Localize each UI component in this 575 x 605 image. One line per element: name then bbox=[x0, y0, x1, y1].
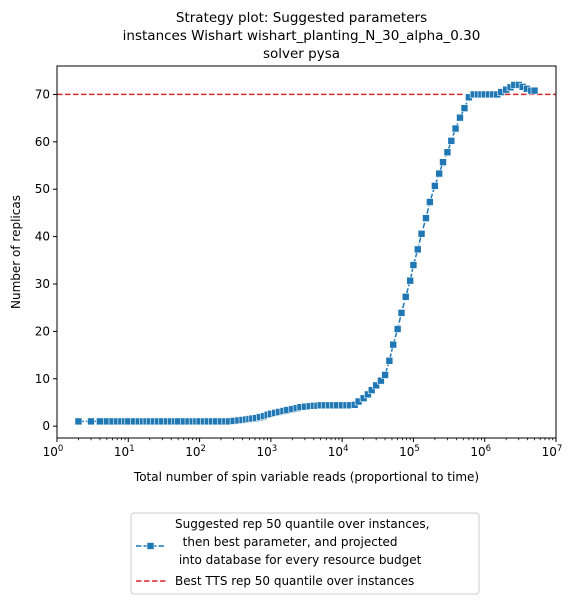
y-tick-label: 20 bbox=[35, 324, 50, 338]
legend-reference-label: Best TTS rep 50 quantile over instances bbox=[175, 574, 414, 588]
y-tick-label: 60 bbox=[35, 135, 50, 149]
y-tick-label: 30 bbox=[35, 277, 50, 291]
legend: Suggested rep 50 quantile over instances… bbox=[130, 512, 480, 595]
y-tick-label: 40 bbox=[35, 230, 50, 244]
chart-title-line-2: instances Wishart wishart_planting_N_30_… bbox=[123, 28, 481, 44]
x-tick-label: 103 bbox=[257, 444, 278, 459]
legend-series-marker bbox=[146, 542, 155, 550]
data-point bbox=[381, 371, 389, 379]
data-point bbox=[422, 214, 430, 222]
legend-series-label-line-3: into database for every resource budget bbox=[175, 553, 422, 567]
data-point bbox=[406, 276, 414, 285]
data-point bbox=[367, 386, 376, 394]
data-point bbox=[456, 113, 464, 122]
data-point bbox=[74, 417, 83, 426]
data-layer bbox=[57, 81, 556, 426]
y-tick-label: 70 bbox=[35, 87, 50, 101]
data-point bbox=[389, 340, 397, 349]
x-axis-label: Total number of spin variable reads (pro… bbox=[133, 470, 479, 484]
x-tick-label: 105 bbox=[399, 444, 420, 459]
data-point bbox=[435, 169, 444, 178]
data-point bbox=[460, 104, 469, 112]
data-point bbox=[409, 261, 418, 269]
x-tick-label: 106 bbox=[470, 444, 491, 459]
data-point bbox=[413, 245, 422, 254]
legend-series-label-line-2: then best parameter, and projected bbox=[175, 535, 398, 549]
y-tick-label: 0 bbox=[42, 419, 50, 433]
data-point bbox=[417, 229, 426, 238]
x-tick-label: 104 bbox=[328, 444, 349, 459]
data-point bbox=[87, 417, 95, 426]
plot-area: 0 10 20 30 40 50 60 70 100 101 102 103 104 105 106 107 bbox=[35, 65, 563, 459]
x-tick-label: 100 bbox=[43, 444, 64, 459]
x-tick-label: 107 bbox=[542, 444, 563, 459]
x-tick-label: 101 bbox=[114, 444, 135, 459]
legend-frame bbox=[130, 512, 480, 595]
x-tick-label: 102 bbox=[185, 444, 206, 459]
data-point bbox=[451, 124, 460, 133]
y-axis-label: Number of replicas bbox=[9, 195, 23, 309]
data-point bbox=[372, 381, 380, 390]
y-axis-ticks: 0 10 20 30 40 50 60 70 bbox=[35, 87, 57, 433]
chart-title: Strategy plot: Suggested parameters inst… bbox=[123, 10, 481, 62]
data-point bbox=[447, 137, 456, 145]
data-point bbox=[96, 417, 104, 426]
data-point bbox=[431, 182, 439, 190]
x-axis-ticks: 100 101 102 103 104 105 106 107 bbox=[43, 438, 563, 459]
data-point bbox=[397, 309, 406, 317]
data-point bbox=[426, 198, 434, 206]
series-line-0 bbox=[78, 84, 535, 423]
data-point bbox=[443, 148, 452, 157]
plot-frame bbox=[56, 65, 557, 439]
data-point bbox=[439, 158, 447, 166]
data-point bbox=[530, 86, 539, 95]
data-point bbox=[385, 356, 394, 365]
data-point bbox=[377, 376, 385, 385]
legend-series-label-line-1: Suggested rep 50 quantile over instances… bbox=[175, 517, 429, 531]
y-tick-label: 10 bbox=[35, 372, 50, 386]
data-point bbox=[401, 292, 410, 301]
chart-title-line-1: Strategy plot: Suggested parameters bbox=[176, 10, 427, 26]
y-tick-label: 50 bbox=[35, 182, 50, 196]
data-point bbox=[393, 325, 402, 333]
chart-title-line-3: solver pysa bbox=[263, 46, 340, 62]
